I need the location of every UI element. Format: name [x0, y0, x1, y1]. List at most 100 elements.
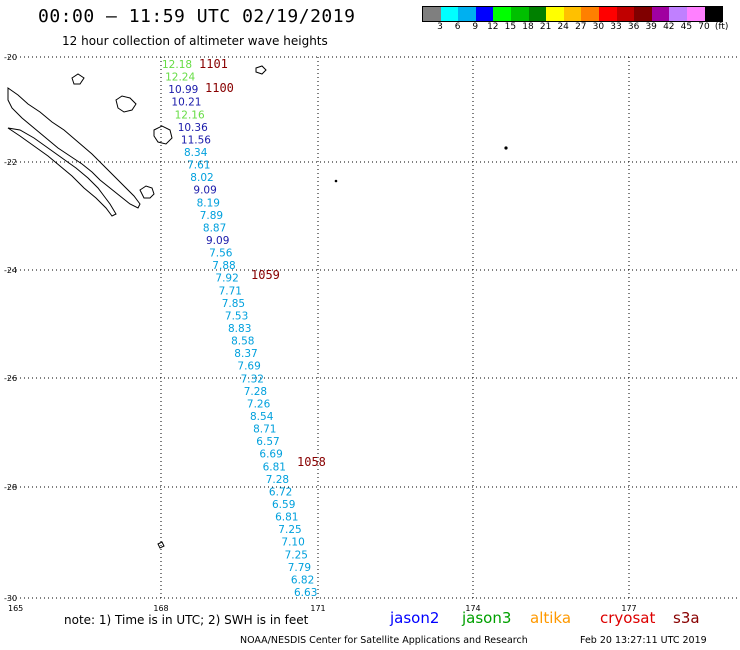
- wave-height-label: 6.82: [291, 574, 314, 586]
- wave-height-label: 8.37: [234, 348, 257, 360]
- loyalty-island-lifou: [153, 125, 173, 145]
- colorbar-cell: [423, 7, 441, 21]
- wave-height-label: 7.26: [247, 398, 271, 410]
- wave-height-label: 10.21: [171, 97, 201, 109]
- colorbar-cell: [598, 7, 617, 21]
- x-tick-label: 177: [621, 604, 636, 613]
- colorbar-label: 36: [627, 22, 640, 32]
- loyalty-island-ouvea: [115, 95, 137, 113]
- coastline: [7, 65, 508, 549]
- wave-height-label: 7.79: [288, 562, 311, 574]
- colorbar-cell: [651, 7, 670, 21]
- colorbar-label: 3: [437, 22, 443, 32]
- x-tick-label: 165: [8, 604, 23, 613]
- colorbar-label: 18: [522, 22, 534, 32]
- wave-height-label: 6.63: [294, 587, 317, 599]
- wave-height-label: 8.02: [190, 172, 213, 184]
- island-dot-2: [334, 179, 338, 183]
- y-tick-label: -24: [4, 266, 17, 275]
- wave-height-label: 8.71: [253, 424, 276, 436]
- colorbar-cell: [634, 7, 652, 21]
- wave-height-label: 6.81: [263, 461, 286, 473]
- colorbar-label: 12: [487, 22, 499, 32]
- colorbar-cell: [510, 7, 529, 21]
- wave-height-label: 7.92: [215, 273, 238, 285]
- colorbar-cell: [475, 7, 494, 21]
- colorbar-label: 39: [645, 22, 657, 32]
- wave-height-label: 12.16: [175, 109, 205, 121]
- legend-item-cryosat: cryosat: [600, 609, 656, 627]
- generated-timestamp: Feb 20 13:27:11 UTC 2019: [580, 635, 707, 646]
- wave-height-label: 7.28: [244, 386, 267, 398]
- wave-height-label: 6.59: [272, 499, 295, 511]
- wave-height-label: 7.32: [241, 373, 264, 385]
- y-tick-label: -20: [4, 53, 17, 62]
- wave-height-label: 8.83: [228, 323, 251, 335]
- wave-height-label: 10.36: [178, 122, 208, 134]
- wave-height-label: 10.99: [168, 84, 198, 96]
- credit-line: NOAA/NESDIS Center for Satellite Applica…: [240, 635, 528, 646]
- legend-item-jason2: jason2: [390, 609, 440, 627]
- wave-height-label: 7.25: [278, 524, 301, 536]
- new-caledonia-southwest: [7, 127, 117, 217]
- colorbar-label: 15: [504, 22, 517, 32]
- colorbar-cell: [546, 7, 564, 21]
- x-tick-label: 171: [310, 604, 325, 613]
- island-dot-1: [504, 146, 508, 150]
- colorbar-label: 27: [575, 22, 587, 32]
- colorbar-label: 33: [610, 22, 622, 32]
- island-small-2: [157, 541, 165, 549]
- colorbar-cell: [581, 7, 599, 21]
- colorbar-label: 42: [663, 22, 675, 32]
- wave-height-label: 7.10: [281, 537, 304, 549]
- colorbar-cell: [440, 7, 459, 21]
- wave-height-label: 12.18: [162, 59, 192, 71]
- map-grid: 165 168 171 174 177 -20 -22 -24 -26 -28 -30: [4, 53, 739, 613]
- wave-height-label: 6.72: [269, 486, 292, 498]
- wave-height-label: 6.69: [259, 449, 282, 461]
- wave-height-label: 8.87: [203, 222, 226, 234]
- wave-height-label: 7.53: [225, 310, 248, 322]
- wave-height-label: 7.69: [237, 361, 260, 373]
- wave-height-label: 8.34: [184, 147, 208, 159]
- wave-height-label: 8.58: [231, 336, 254, 348]
- colorbar-cell: [563, 7, 582, 21]
- legend-item-altika: altika: [530, 609, 572, 627]
- colorbar-label: 9: [472, 22, 479, 32]
- colorbar-label: 6: [454, 22, 461, 32]
- wave-height-label: 8.54: [250, 411, 274, 423]
- wave-height-label: 12.24: [165, 72, 195, 84]
- x-tick-label: 174: [465, 604, 480, 613]
- colorbar-cell: [528, 7, 547, 21]
- wave-height-label: 7.61: [187, 160, 210, 172]
- wave-height-label: 11.56: [181, 134, 211, 146]
- footer-note: note: 1) Time is in UTC; 2) SWH is in fe…: [64, 613, 309, 627]
- island-north: [71, 73, 85, 85]
- wave-height-label: 8.19: [197, 197, 220, 209]
- wave-height-label: 6.57: [256, 436, 279, 448]
- colorbar-cell: [686, 7, 705, 21]
- wave-height-label: 7.88: [212, 260, 235, 272]
- colorbar-cell: [616, 7, 635, 21]
- colorbar-cell: [458, 7, 476, 21]
- colorbar-label: 70: [698, 22, 710, 32]
- wave-height-label: 7.56: [209, 248, 233, 260]
- colorbar-label: (ft): [714, 22, 729, 32]
- island-small-1: [255, 65, 267, 75]
- page-title: 00:00 – 11:59 UTC 02/19/2019: [38, 6, 356, 27]
- colorbar-label: 24: [557, 22, 569, 32]
- wave-height-label: 9.09: [206, 235, 229, 247]
- colorbar: [422, 6, 724, 22]
- y-tick-label: -22: [4, 158, 17, 167]
- wave-height-label: 7.71: [219, 285, 242, 297]
- legend-item-s3a: s3a: [673, 609, 700, 627]
- colorbar-cell: [493, 7, 511, 21]
- map-frame: [7, 56, 739, 601]
- colorbar-label: 45: [680, 22, 693, 32]
- time-label: 1101: [199, 57, 228, 71]
- y-tick-label: -28: [4, 483, 17, 492]
- wave-height-label: 7.89: [200, 210, 223, 222]
- wave-height-label: 7.25: [285, 549, 308, 561]
- y-tick-label: -30: [4, 594, 17, 603]
